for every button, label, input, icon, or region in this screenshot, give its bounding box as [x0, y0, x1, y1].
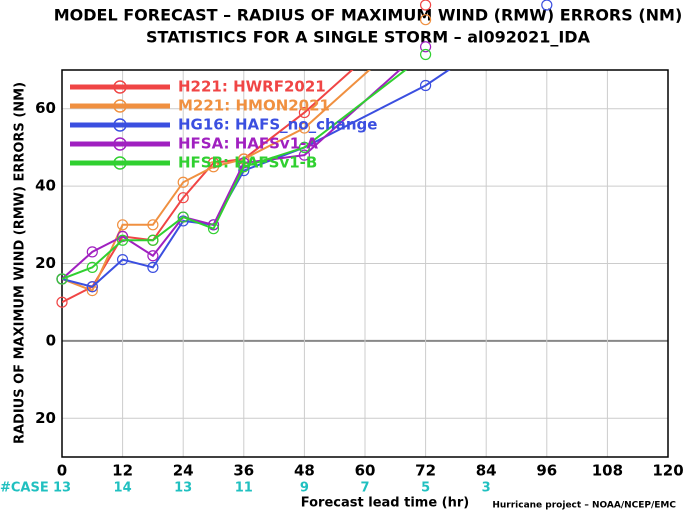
- case-count: 13: [53, 481, 71, 496]
- x-tick-label: 12: [112, 462, 133, 480]
- x-tick-label: 60: [355, 462, 376, 480]
- plot-frame: [61, 69, 669, 458]
- data-point: [177, 211, 189, 223]
- data-point: [298, 141, 310, 153]
- legend-marker: [113, 156, 127, 170]
- data-point: [86, 261, 98, 273]
- data-point: [147, 261, 159, 273]
- legend-label: M221: HMON2021: [178, 97, 330, 115]
- data-point: [147, 234, 159, 246]
- data-point: [298, 122, 310, 134]
- series-line: [62, 70, 408, 280]
- x-tick-label: 36: [233, 462, 254, 480]
- data-point: [207, 161, 220, 173]
- case-count: 5: [421, 481, 430, 496]
- data-point: [238, 161, 250, 173]
- case-count: 14: [114, 481, 132, 496]
- data-point: [56, 273, 68, 285]
- x-tick-label: 24: [173, 462, 194, 480]
- chart-title: MODEL FORECAST – RADIUS OF MAXIMUM WIND …: [54, 6, 683, 25]
- legend-label: HFSB: HAFSv1-B: [178, 154, 317, 172]
- data-point: [298, 149, 310, 161]
- y-tick-label: 60: [35, 99, 56, 117]
- data-point: [86, 281, 98, 293]
- x-tick-label: 48: [294, 462, 315, 480]
- data-point: [147, 219, 159, 231]
- chart-subtitle: STATISTICS FOR A SINGLE STORM – al092021…: [146, 28, 591, 47]
- data-point: [116, 234, 129, 246]
- x-tick-label: 108: [592, 462, 623, 480]
- data-point: [541, 0, 553, 11]
- x-tick-label: 0: [57, 462, 67, 480]
- data-point: [420, 79, 432, 92]
- data-point: [207, 223, 220, 235]
- legend-label: HG16: HAFS_no_change: [178, 116, 377, 134]
- data-point: [86, 246, 98, 258]
- x-tick-label: 72: [415, 462, 436, 480]
- data-point: [207, 219, 220, 231]
- data-point: [177, 192, 189, 204]
- legend-label: HFSA: HAFSv1-A: [178, 135, 318, 153]
- case-count: 3: [482, 481, 491, 496]
- legend-marker: [113, 118, 127, 132]
- x-tick-label: 120: [652, 462, 683, 480]
- data-point: [420, 48, 432, 61]
- y-tick-label: 40: [35, 177, 56, 195]
- x-tick-label: 84: [476, 462, 497, 480]
- case-count: 13: [174, 481, 192, 496]
- data-point: [116, 254, 129, 266]
- data-point: [298, 106, 310, 119]
- case-count: 11: [235, 481, 253, 496]
- case-count: 7: [360, 481, 369, 496]
- y-tick-label: 20: [35, 254, 56, 272]
- data-point: [207, 157, 220, 169]
- data-point: [420, 0, 432, 11]
- case-label: #CASE: [0, 481, 49, 496]
- footer: Hurricane project – NOAA/NCEP/EMC: [492, 501, 676, 511]
- data-point: [116, 219, 129, 231]
- legend-label: H221: HWRF2021: [178, 78, 326, 96]
- y-tick-label: 0: [46, 331, 56, 349]
- data-point: [238, 165, 250, 177]
- series-line: [62, 70, 371, 292]
- data-point: [420, 14, 432, 26]
- data-point: [420, 41, 432, 53]
- case-count: 9: [300, 481, 309, 496]
- y-axis-label: RADIUS OF MAXIMUM WIND (RMW) ERRORS (NM): [13, 82, 28, 444]
- legend-marker: [113, 137, 127, 151]
- y-tick-label: 20: [35, 409, 56, 427]
- legend-marker: [113, 80, 127, 94]
- x-axis-label: Forecast lead time (hr): [301, 496, 469, 511]
- data-point: [56, 296, 68, 308]
- data-point: [177, 176, 189, 188]
- data-point: [147, 250, 159, 262]
- x-tick-label: 96: [536, 462, 557, 480]
- legend-marker: [113, 99, 127, 113]
